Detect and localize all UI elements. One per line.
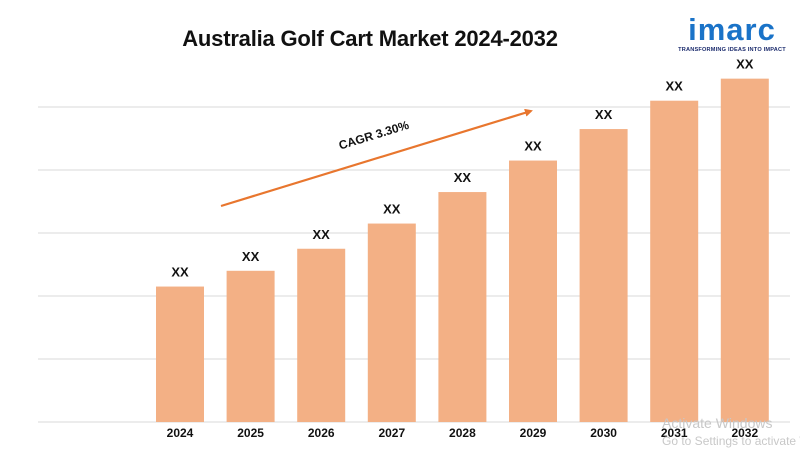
x-tick-2026: 2026 — [308, 426, 335, 440]
bar-2031 — [650, 100, 699, 422]
x-tick-2027: 2027 — [378, 426, 405, 440]
bar-2027 — [367, 223, 416, 422]
data-label-2032: XX — [736, 57, 754, 72]
data-label-2027: XX — [383, 202, 401, 217]
cagr-annotation: CAGR 3.30% — [220, 108, 533, 208]
data-label-2028: XX — [454, 170, 472, 185]
logo-wordmark: imarc — [688, 12, 776, 47]
bar-2028 — [438, 192, 487, 422]
bar-2032 — [720, 78, 769, 423]
data-label-2024: XX — [171, 265, 189, 280]
x-tick-2031: 2031 — [661, 426, 688, 440]
bar-2024 — [156, 286, 204, 422]
watermark-line-1: Activate Windows — [662, 415, 773, 431]
data-label-2029: XX — [524, 139, 542, 154]
bar-2026 — [297, 248, 346, 422]
bar-2025 — [226, 270, 275, 422]
bar-2029 — [509, 160, 557, 423]
windows-activation-watermark: Activate Windows Go to Settings to activ… — [662, 414, 800, 450]
x-axis-tick-labels: 2024 2025 2026 2027 2028 2029 2030 2031 2032 — [167, 426, 759, 440]
bars — [156, 78, 769, 423]
x-tick-2025: 2025 — [237, 426, 264, 440]
x-tick-2024: 2024 — [167, 426, 194, 440]
x-tick-2028: 2028 — [449, 426, 476, 440]
data-label-2031: XX — [666, 79, 684, 94]
data-label-2025: XX — [242, 249, 260, 264]
x-tick-2030: 2030 — [590, 426, 617, 440]
x-tick-2029: 2029 — [520, 426, 547, 440]
trend-arrow — [220, 108, 533, 208]
data-labels: XX XX XX XX XX XX XX XX XX — [171, 57, 753, 280]
logo-tagline: TRANSFORMING IDEAS INTO IMPACT — [678, 47, 786, 53]
cagr-label: CAGR 3.30% — [337, 118, 411, 153]
watermark-line-2: Go to Settings to activate Windows. — [662, 434, 800, 448]
data-label-2030: XX — [595, 107, 613, 122]
x-tick-2032: 2032 — [731, 426, 758, 440]
bar-2030 — [579, 129, 628, 423]
data-label-2026: XX — [313, 227, 331, 242]
imarc-logo: imarc TRANSFORMING IDEAS INTO IMPACT — [676, 12, 788, 54]
chart-title: Australia Golf Cart Market 2024-2032 — [182, 26, 558, 51]
